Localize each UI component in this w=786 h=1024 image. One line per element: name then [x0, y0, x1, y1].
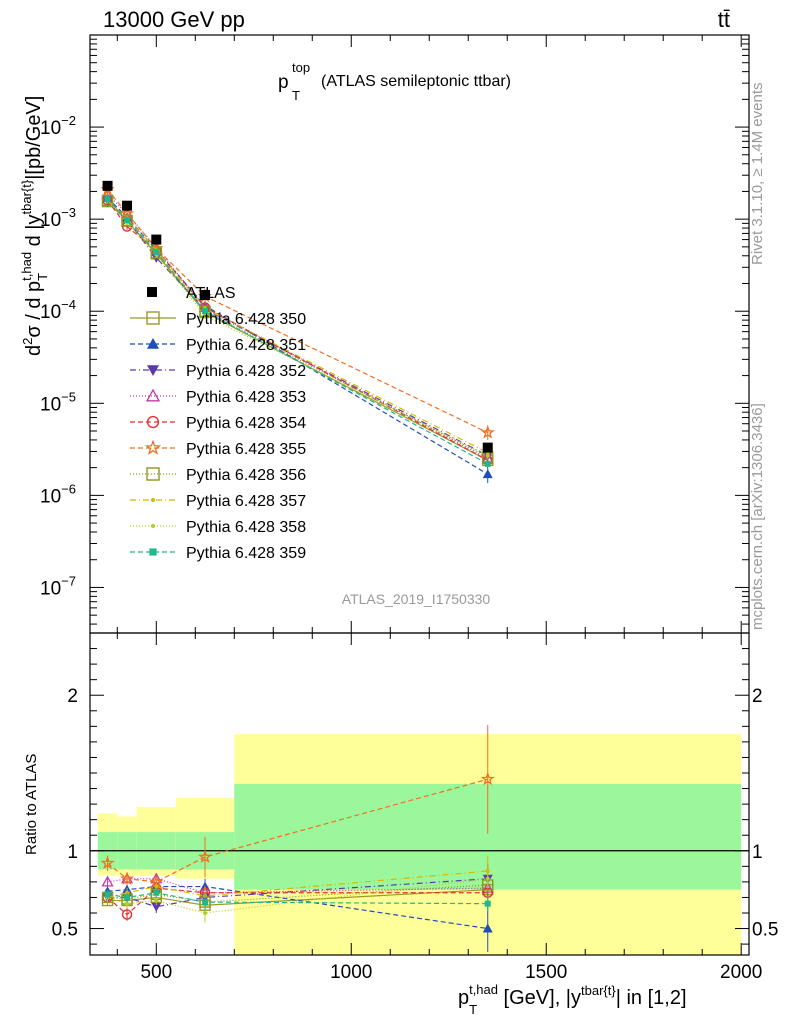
plot-title-rest: (ATLAS semileptonic ttbar)	[321, 73, 511, 90]
atlas-data-point	[102, 180, 113, 191]
x-axis-label: pTt,had [GeV], |ytbar{t}| in [1,2]	[458, 982, 687, 1017]
ratio-line	[107, 878, 488, 914]
series-line	[107, 197, 489, 475]
data-point	[147, 338, 159, 349]
x-tick-label: 1500	[525, 962, 567, 983]
data-point	[151, 524, 155, 528]
atlas-data-point	[122, 200, 133, 211]
data-point	[124, 894, 131, 901]
legend-entry-label: Pythia 6.428 359	[186, 545, 306, 562]
atlas-data-point	[200, 290, 211, 301]
y-tick-label: 10−3	[40, 205, 76, 231]
data-point	[485, 876, 490, 881]
plot-title-sub: T	[292, 88, 300, 103]
data-point	[145, 388, 161, 402]
data-point	[482, 469, 493, 479]
data-point	[124, 216, 131, 223]
data-point	[146, 467, 160, 481]
main-plot-frame	[89, 34, 750, 634]
data-point	[154, 898, 159, 903]
main-y-axis-label: d2σ / d pTt,had d |ytbar{t}|[pb/GeV]	[19, 96, 50, 356]
ratio-y-tick-label-right: 2	[752, 686, 763, 707]
data-point	[202, 308, 209, 315]
ratio-line	[107, 884, 488, 903]
y-tick-label: 10−6	[40, 481, 76, 507]
svg-text:d2σ / d pTt,had d |ytbar{t}|[p: d2σ / d pTt,had d |ytbar{t}|[pb/GeV]	[19, 96, 50, 356]
data-point	[480, 425, 495, 439]
data-point	[151, 498, 155, 502]
data-point	[101, 875, 114, 887]
data-point	[197, 849, 213, 863]
ratio-y-axis-label: Ratio to ATLAS	[23, 754, 40, 855]
data-point	[480, 771, 495, 786]
data-point	[485, 453, 490, 458]
data-point	[104, 196, 111, 203]
plot-title-main: p	[278, 72, 289, 93]
data-point	[482, 923, 493, 933]
y-tick-label: 10−7	[40, 573, 76, 599]
data-point	[100, 855, 115, 870]
data-point	[144, 439, 162, 455]
data-point	[146, 415, 160, 429]
data-point	[147, 365, 159, 376]
plot-title-sup: top	[292, 60, 310, 75]
atlas-data-point	[482, 442, 493, 453]
ratio-y-tick-label: 2	[67, 686, 78, 707]
series-line	[107, 199, 489, 461]
x-tick-label: 1000	[330, 962, 372, 983]
data-point	[203, 313, 208, 318]
x-tick-label: 2000	[720, 962, 762, 983]
data-point	[121, 909, 133, 920]
rivet-label: Rivet 3.1.10, ≥ 1.4M events	[749, 83, 766, 266]
ratio-y-tick-label: 1	[67, 842, 78, 863]
data-point	[484, 900, 491, 907]
legend-entry-label: Pythia 6.428 350	[186, 311, 306, 328]
data-point	[101, 194, 114, 207]
plot-title: p top T (ATLAS semileptonic ttbar)	[278, 60, 511, 103]
legend-entry-label: Pythia 6.428 351	[186, 337, 306, 354]
mc-series	[104, 196, 491, 467]
data-point	[153, 248, 160, 255]
y-tick-label: 10−4	[40, 297, 76, 323]
data-point	[104, 891, 111, 898]
data-point	[153, 889, 160, 896]
data-point	[149, 548, 157, 556]
legend-entry-label: Pythia 6.428 358	[186, 519, 306, 536]
ratio-y-tick-label: 0.5	[52, 920, 78, 941]
ratio-y-tick-label-right: 0.5	[752, 920, 778, 941]
legend-entry-label: Pythia 6.428 355	[186, 441, 306, 458]
legend-entry-label: Pythia 6.428 354	[186, 415, 306, 432]
mcplots-label: mcplots.cern.ch [arXiv:1306.3436]	[749, 403, 766, 630]
legend-entry-label: Pythia 6.428 353	[186, 389, 306, 406]
data-point	[202, 899, 209, 906]
ratio-y-tick-label-right: 1	[752, 842, 763, 863]
process-label: tt̄	[718, 7, 730, 32]
legend-entry-label: Pythia 6.428 357	[186, 493, 306, 510]
data-point	[203, 911, 208, 915]
atlas-data-point	[151, 234, 162, 245]
svg-text:pTt,had [GeV], |ytbar{t}| in [: pTt,had [GeV], |ytbar{t}| in [1,2]	[458, 982, 687, 1017]
legend-entry-label: Pythia 6.428 352	[186, 363, 306, 380]
data-point	[484, 460, 491, 467]
y-tick-label: 10−2	[40, 113, 76, 139]
series-line	[107, 198, 489, 465]
data-point	[125, 901, 130, 906]
y-tick-label: 10−5	[40, 389, 76, 415]
data-point	[151, 902, 162, 912]
x-tick-label: 500	[140, 962, 172, 983]
data-point	[119, 871, 135, 885]
legend-atlas-label: ATLAS	[186, 285, 236, 302]
ratio-line	[107, 778, 488, 883]
ratio-plot-frame	[89, 632, 750, 956]
analysis-id: ATLAS_2019_I1750330	[342, 591, 491, 607]
ratio-series	[104, 888, 491, 912]
data-point	[154, 884, 159, 889]
data-point	[146, 311, 160, 325]
ratio-line	[107, 870, 488, 899]
energy-label: 13000 GeV pp	[103, 7, 245, 32]
legend-atlas-marker	[147, 287, 157, 297]
atlas-data	[102, 180, 493, 453]
legend-entry-label: Pythia 6.428 356	[186, 467, 306, 484]
